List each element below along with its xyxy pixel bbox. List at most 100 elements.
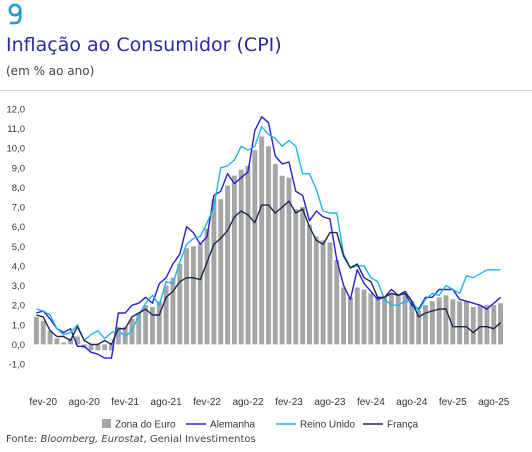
bar [115,326,121,345]
legend: Zona do Euro Alemanha Reino Unido França [102,419,419,431]
bar [204,228,210,345]
bar [313,236,319,345]
line-alemanha [36,116,502,359]
bar [423,305,428,345]
bar [306,224,312,345]
bar [498,303,504,345]
x-tick-label: ago-24 [396,397,428,408]
y-tick-label: 1,0 [12,320,25,331]
bar [109,344,114,351]
bar [334,260,340,345]
bar [177,263,183,345]
y-tick-label: 12,0 [7,105,26,116]
bar-series-zona-do-euro [33,136,504,351]
bar [402,293,408,345]
bar [484,305,490,345]
bar [272,163,278,345]
bar [286,177,292,345]
x-tick-label: ago-25 [478,397,510,408]
bar [47,330,53,345]
bar [347,297,353,345]
bar [477,305,483,345]
x-tick-label: fev-22 [193,397,221,408]
bar [382,297,388,345]
bar [231,175,237,345]
bar [409,301,415,345]
x-tick-label: ago-23 [314,397,346,408]
bar [395,295,401,345]
bar [491,305,497,345]
bar [225,185,231,345]
source-suffix: , Genial Investimentos [143,434,256,445]
bar [33,316,39,345]
bar [450,299,456,345]
legend-swatch-bar [102,419,111,428]
line-reino-unido [36,125,501,342]
bar [266,146,271,345]
legend-label: França [387,420,419,431]
bar [40,320,46,345]
bar [149,307,155,345]
bar [136,313,142,345]
y-tick-label: 9,0 [12,163,25,174]
bar [470,307,476,345]
bar [320,240,326,345]
bar [184,248,190,345]
bar [327,242,333,345]
bar [163,285,169,345]
bar [211,199,217,345]
x-tick-label: ago-22 [232,397,264,408]
bar [61,342,67,345]
y-tick-label: 11,0 [7,124,25,135]
bar [74,336,80,345]
bar [156,301,162,345]
y-tick-label: 0,0 [12,340,25,351]
bar [463,301,469,345]
bar [443,295,449,345]
line-series [36,116,502,359]
source-italic: Bloomberg, Eurostat [40,434,144,445]
bar [388,293,394,345]
x-axis: fev-20 ago-20 fev-21 ago-21 fev-22 ago-22 fev-… [29,397,509,408]
bar [88,344,94,351]
x-tick-label: fev-25 [439,397,467,408]
bar [429,301,435,345]
x-tick-label: ago-20 [69,397,101,408]
source-prefix: Fonte: [6,434,41,445]
legend-label: Alemanha [210,420,255,431]
genial-logo-icon [6,2,24,31]
bar [102,344,108,351]
bar [95,344,101,351]
x-tick-label: fev-24 [357,397,385,408]
y-tick-label: 8,0 [12,183,25,194]
x-tick-label: fev-20 [29,397,57,408]
y-tick-label: 7,0 [12,203,25,214]
bar [245,165,251,345]
bar [54,338,60,345]
bar [190,246,196,345]
y-tick-label: 4,0 [12,261,25,272]
bar [252,150,258,345]
bar [368,293,374,345]
bar [300,207,306,345]
bar [259,136,265,345]
bar [416,311,422,345]
bar [238,169,244,345]
bar [68,338,74,345]
bar [436,297,442,345]
x-tick-label: fev-21 [111,397,139,408]
bar [170,277,176,345]
y-tick-label: 5,0 [12,242,25,253]
y-tick-label: 2,0 [12,301,25,312]
y-tick-label: 10,0 [7,144,26,155]
y-axis: -1,0 0,0 1,0 2,0 3,0 4,0 5,0 6,0 7,0 8,0 9,0 10,0 11… [7,105,26,371]
page-subtitle: (em % ao ano) [6,64,95,78]
y-tick-label: 6,0 [12,222,25,233]
source-note: Fonte: Bloomberg, Eurostat, Genial Inves… [6,434,256,445]
bar [361,289,367,345]
bar [293,209,299,345]
y-tick-label: 3,0 [12,281,25,292]
bar [354,287,360,345]
divider [0,90,532,91]
